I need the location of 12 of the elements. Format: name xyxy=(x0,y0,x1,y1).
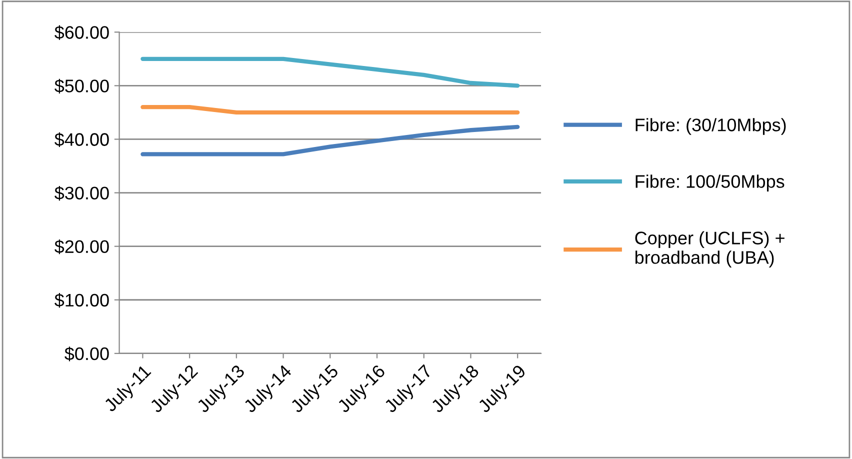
legend-label: Copper (UCLFS) + broadband (UBA) xyxy=(635,231,784,268)
y-tick-label: $0.00 xyxy=(64,346,109,362)
line-series xyxy=(140,124,520,156)
y-tick-label: $40.00 xyxy=(54,132,109,148)
y-tick-label: $60.00 xyxy=(54,25,109,40)
line-series xyxy=(140,56,520,88)
y-tick-label: $30.00 xyxy=(54,186,109,201)
y-tick-label: $50.00 xyxy=(54,78,109,94)
y-tick-label: $20.00 xyxy=(54,240,109,254)
legend-label: Fibre: (30/10Mbps) xyxy=(636,118,786,135)
y-tick-label: $10.00 xyxy=(54,293,109,308)
legend-label: Fibre: 100/50Mbps xyxy=(636,174,784,192)
